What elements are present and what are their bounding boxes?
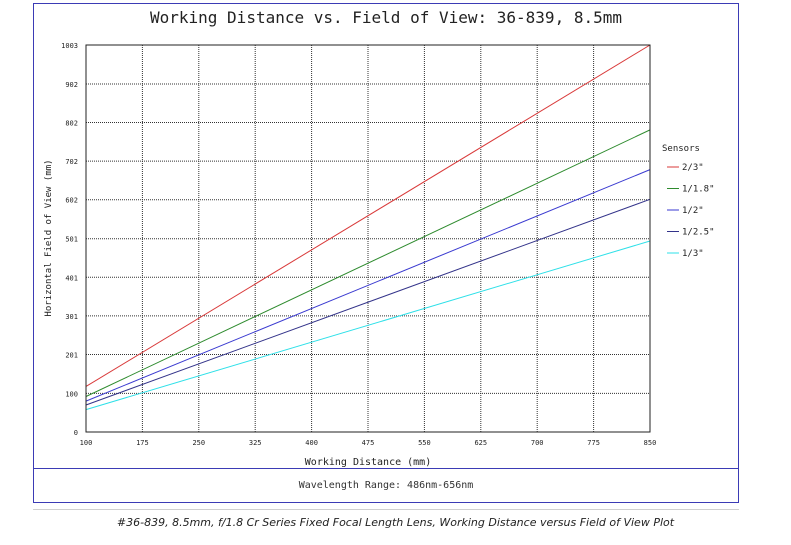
series-line: [85, 129, 651, 397]
footer-divider: [33, 468, 739, 469]
series-line: [85, 44, 651, 387]
legend-label: 1/3": [682, 249, 704, 259]
fov-chart: 100 175 250 325 400 475 550 625 700 775 8500100201…: [44, 42, 715, 468]
legend-label: 1/2.5": [682, 228, 715, 238]
y-axis-label: Horizontal Field of View (mm): [44, 159, 54, 316]
series-line: [85, 240, 651, 411]
legend-label: 2/3": [682, 163, 704, 173]
y-tick-label: 602: [65, 197, 78, 205]
series-lines: [85, 44, 651, 411]
x-tick-label: 250: [192, 439, 205, 447]
y-tick-label: 702: [65, 158, 78, 166]
x-tick-label: 625: [474, 439, 487, 447]
x-tick-label: 175: [136, 439, 149, 447]
y-tick-label: 802: [65, 120, 78, 128]
chart-title: Working Distance vs. Field of View: 36-8…: [149, 8, 622, 27]
legend-title: Sensors: [662, 144, 700, 154]
y-tick-label: 501: [65, 236, 78, 244]
series-line: [85, 198, 651, 406]
y-tick-label: 100: [65, 390, 78, 398]
x-axis-label: Working Distance (mm): [305, 457, 431, 468]
plot-area-border: [85, 44, 651, 433]
x-tick-label: 775: [587, 439, 600, 447]
x-tick-label: 475: [362, 439, 375, 447]
caption-divider: [33, 509, 739, 510]
chart-frame: [33, 3, 739, 503]
y-tick-label: 301: [65, 313, 78, 321]
figure-caption: #36-839, 8.5mm, f/1.8 Cr Series Fixed Fo…: [116, 516, 675, 529]
legend-label: 1/1.8": [682, 185, 715, 195]
y-tick-label: 1003: [61, 42, 78, 50]
x-tick-label: 325: [249, 439, 262, 447]
legend-label: 1/2": [682, 206, 704, 216]
x-tick-label: 850: [644, 439, 657, 447]
x-tick-label: 100: [80, 439, 93, 447]
y-tick-label: 902: [65, 81, 78, 89]
legend: Sensors 2/3" 1/1.8" 1/2" 1/2.5" 1/3": [662, 144, 715, 259]
series-line: [85, 169, 651, 402]
y-tick-label: 0: [74, 429, 78, 437]
x-tick-label: 400: [305, 439, 318, 447]
wavelength-range: Wavelength Range: 486nm-656nm: [298, 480, 474, 491]
y-tick-label: 401: [65, 274, 78, 282]
y-tick-label: 201: [65, 351, 78, 359]
x-tick-label: 700: [531, 439, 544, 447]
tick-labels: 100 175 250 325 400 475 550 625 700 775 8500100201…: [61, 42, 656, 447]
x-tick-label: 550: [418, 439, 431, 447]
